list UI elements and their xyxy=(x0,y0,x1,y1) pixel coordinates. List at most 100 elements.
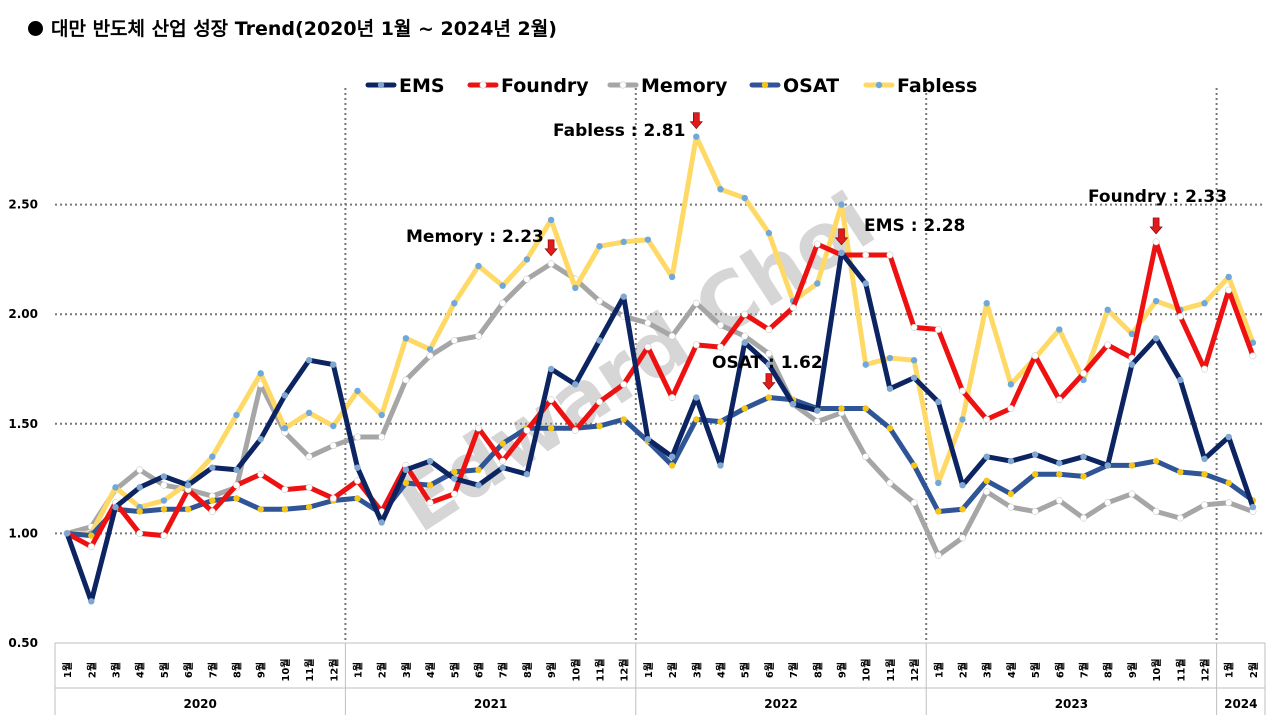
data-point xyxy=(451,468,458,476)
data-point xyxy=(136,508,143,515)
data-point xyxy=(426,352,434,360)
x-tick-label: 9월 xyxy=(1127,662,1139,678)
data-point xyxy=(1176,514,1184,522)
annotation-fabless: Fabless : 2.81 xyxy=(553,112,703,141)
down-arrow-icon xyxy=(834,228,849,246)
data-point xyxy=(692,341,700,349)
data-point xyxy=(620,380,628,388)
data-point xyxy=(741,332,749,340)
legend-marker xyxy=(377,81,385,89)
data-point xyxy=(112,484,119,491)
year-label-2024: 2024 xyxy=(1224,697,1257,711)
data-point xyxy=(668,462,676,469)
legend-item-ems: EMS xyxy=(365,75,445,97)
data-point xyxy=(426,457,434,465)
data-point xyxy=(1007,405,1015,412)
data-point xyxy=(693,394,700,401)
data-point xyxy=(862,251,870,259)
data-point xyxy=(499,440,506,447)
x-tick-label: 11월 xyxy=(885,658,897,681)
x-tick-label: 1월 xyxy=(643,662,655,678)
data-point xyxy=(475,424,482,432)
data-point xyxy=(1128,462,1136,469)
x-tick-label: 3월 xyxy=(401,662,413,678)
x-tick-label: 1월 xyxy=(62,662,74,678)
data-point xyxy=(717,343,724,351)
data-point xyxy=(1176,312,1184,320)
data-point xyxy=(983,300,990,307)
down-arrow-icon xyxy=(1149,217,1163,235)
data-point xyxy=(1080,514,1087,522)
x-tick-label: 1월 xyxy=(1224,662,1236,678)
data-point xyxy=(499,464,506,471)
legend-label: Memory xyxy=(641,75,728,97)
data-point xyxy=(959,416,966,423)
annotation-label: OSAT : 1.62 xyxy=(712,353,823,373)
data-point xyxy=(450,337,458,344)
data-point xyxy=(136,529,144,537)
data-point xyxy=(596,337,603,344)
data-point xyxy=(257,435,264,443)
data-point xyxy=(402,466,410,474)
data-point xyxy=(1031,508,1039,515)
x-tick-label: 7월 xyxy=(788,662,800,678)
data-point xyxy=(910,374,918,381)
x-tick-label: 2월 xyxy=(667,662,679,678)
data-point xyxy=(983,453,990,460)
data-point xyxy=(644,236,652,243)
data-point xyxy=(959,506,966,513)
data-point xyxy=(1104,306,1111,314)
data-point xyxy=(862,361,869,368)
data-point xyxy=(935,479,942,487)
data-point xyxy=(1177,376,1184,384)
data-point xyxy=(547,216,555,224)
data-point xyxy=(63,530,71,537)
x-tick-label: 10월 xyxy=(861,658,873,681)
data-point xyxy=(426,481,434,489)
data-point xyxy=(644,343,652,351)
data-point xyxy=(572,381,579,388)
chart-title-text: 대만 반도체 산업 성장 Trend(2020년 1월 ~ 2024년 2월) xyxy=(51,18,557,40)
data-point xyxy=(668,273,676,281)
data-point xyxy=(717,321,724,329)
data-point xyxy=(1055,497,1063,504)
x-tick-label: 8월 xyxy=(812,662,824,678)
x-tick-label: 12월 xyxy=(909,658,921,681)
series-line-osat xyxy=(64,395,1256,539)
data-point xyxy=(814,280,821,287)
data-point xyxy=(305,483,313,491)
data-point xyxy=(1201,300,1208,307)
data-point xyxy=(499,299,507,307)
x-tick-label: 9월 xyxy=(546,662,558,678)
data-point xyxy=(547,396,555,404)
data-point xyxy=(281,486,289,494)
series-line-memory xyxy=(64,261,1256,558)
annotation-label: Memory : 2.23 xyxy=(406,227,544,247)
data-point xyxy=(741,339,748,346)
series-line-fabless xyxy=(64,134,1256,536)
legend-marker xyxy=(875,81,883,89)
data-point xyxy=(523,471,531,478)
data-point xyxy=(1152,457,1160,465)
data-point xyxy=(765,326,773,333)
data-point xyxy=(209,497,216,504)
data-point xyxy=(330,361,337,368)
down-arrow-icon xyxy=(762,373,776,390)
data-point xyxy=(160,497,168,504)
data-point xyxy=(789,400,797,408)
data-point xyxy=(1201,501,1208,509)
year-label-2023: 2023 xyxy=(1055,697,1088,711)
annotation-foundry: Foundry : 2.33 xyxy=(1088,187,1227,235)
data-point xyxy=(475,332,482,340)
annotation-label: EMS : 2.28 xyxy=(864,216,965,236)
data-point xyxy=(789,304,797,312)
data-point xyxy=(765,361,773,368)
data-point xyxy=(1152,508,1160,515)
series-lines xyxy=(63,133,1257,605)
x-tick-label: 2월 xyxy=(958,662,970,678)
data-point xyxy=(233,481,240,489)
x-tick-label: 8월 xyxy=(522,662,534,678)
data-point xyxy=(693,133,700,140)
x-tick-label: 5월 xyxy=(1030,662,1042,678)
